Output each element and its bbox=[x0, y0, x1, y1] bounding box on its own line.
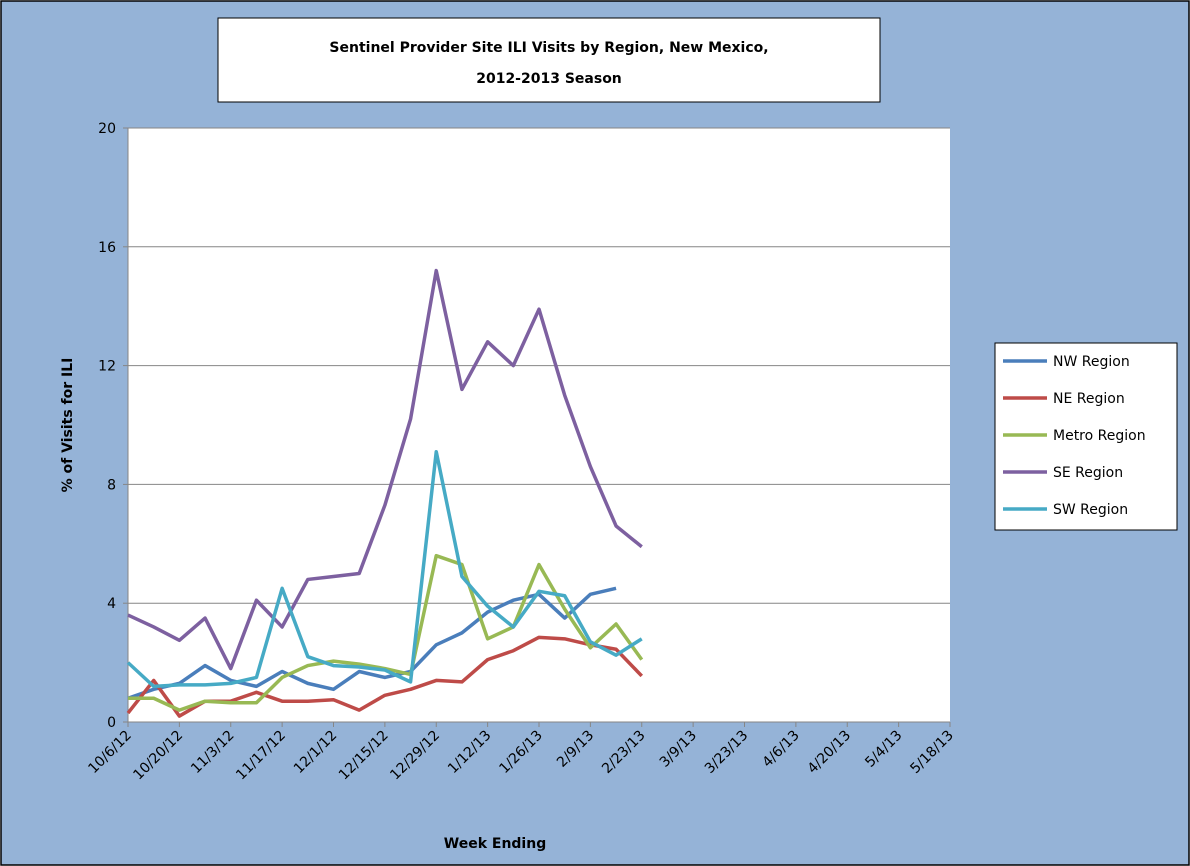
y-axis-label: % of Visits for ILI bbox=[60, 358, 76, 493]
plot-area bbox=[128, 128, 950, 722]
y-tick-label: 20 bbox=[98, 121, 116, 137]
legend-label: NW Region bbox=[1053, 354, 1130, 370]
legend-label: SE Region bbox=[1053, 465, 1123, 481]
y-tick-label: 16 bbox=[98, 240, 116, 256]
y-tick-label: 0 bbox=[107, 715, 116, 731]
legend-label: Metro Region bbox=[1053, 428, 1146, 444]
legend-label: SW Region bbox=[1053, 502, 1128, 518]
series-line bbox=[126, 449, 643, 689]
legend-label: NE Region bbox=[1053, 391, 1125, 407]
title-box bbox=[217, 17, 881, 103]
chart-title: Sentinel Provider Site ILI Visits by Reg… bbox=[329, 40, 768, 56]
x-axis-label: Week Ending bbox=[444, 836, 546, 852]
y-tick-label: 8 bbox=[107, 477, 116, 493]
y-tick-label: 4 bbox=[107, 596, 116, 612]
y-tick-label: 12 bbox=[98, 359, 116, 375]
series-line bbox=[127, 268, 643, 671]
chart-title: 2012-2013 Season bbox=[476, 71, 622, 87]
